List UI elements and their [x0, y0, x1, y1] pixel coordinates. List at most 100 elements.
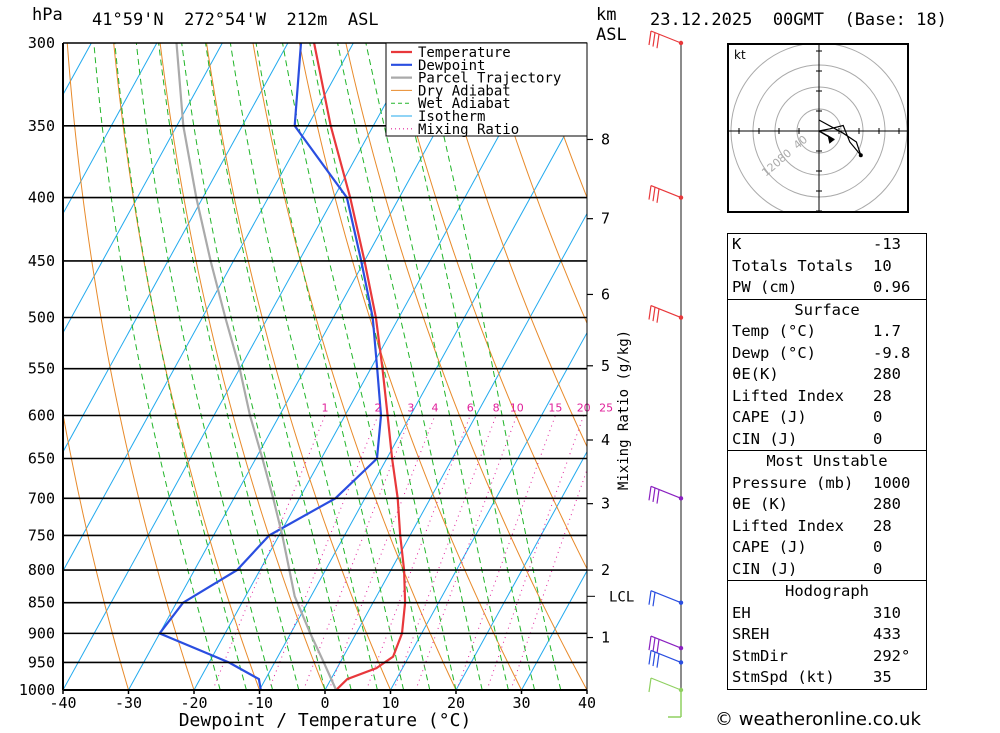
wind-barb-feather: [656, 188, 660, 203]
pressure-tick-label: 500: [28, 309, 55, 327]
basic-indices-section: K -13 Totals Totals 10 PW (cm) 0.96: [728, 234, 926, 299]
wind-barb: [648, 185, 682, 203]
wind-profile: [648, 30, 684, 718]
km-tick-label: 2: [601, 561, 610, 579]
mixing-ratio-axis-label: Mixing Ratio (g/kg): [616, 330, 632, 490]
mixing-ratio-tick-label: 20: [577, 401, 591, 414]
wind-barb: [648, 30, 682, 49]
isotherm-line: [455, 450, 587, 690]
wet-adiabat-line: [422, 43, 562, 690]
wind-barb-shaft: [650, 590, 682, 604]
index-value: 280: [873, 495, 901, 513]
pressure-tick-label: 1000: [19, 681, 55, 699]
asl-unit-label: ASL: [596, 25, 627, 45]
mixing-ratio-tick-label: 4: [431, 401, 438, 414]
pressure-tick-label: 350: [28, 117, 55, 135]
mixing-ratio-tick-label: 10: [510, 401, 524, 414]
index-label: EH: [732, 603, 751, 622]
mixing-ratio-tick-label: 3: [407, 401, 414, 414]
km-tick-label: 5: [601, 357, 610, 375]
x-tick-label: -10: [246, 694, 273, 712]
wind-barb-feather: [648, 305, 652, 320]
km-tick-label: 4: [601, 431, 610, 449]
mixing-ratio-tick-label: 15: [548, 401, 562, 414]
wind-barb-feather: [656, 639, 660, 654]
wet-adiabat-line: [309, 43, 457, 690]
wet-adiabat-line: [282, 43, 431, 690]
hodograph-unit-label: kt: [734, 48, 746, 62]
index-row: Dewp (°C) -9.8: [728, 343, 926, 365]
pressure-tick-label: 400: [28, 189, 55, 207]
x-axis-title: Dewpoint / Temperature (°C): [179, 710, 472, 731]
wind-barb-shaft: [650, 485, 682, 499]
wet-adiabat-line: [158, 43, 300, 690]
legend-box: [385, 42, 588, 137]
pressure-tick-label: 850: [28, 594, 55, 612]
index-label: θE(K): [732, 365, 779, 383]
wind-barb-shaft: [650, 185, 682, 199]
wind-barb-feather: [652, 487, 656, 503]
isotherm-line: [63, 43, 354, 572]
mixing-ratio-line: [486, 415, 585, 690]
wet-adiabat-line: [93, 43, 221, 690]
indices-table: K -13 Totals Totals 10 PW (cm) 0.96 Surface T…: [727, 233, 927, 690]
index-row: PW (cm) 0.96: [728, 277, 926, 299]
index-label: Totals Totals: [732, 256, 854, 275]
index-label: CAPE (J): [732, 408, 807, 426]
legend-entry: Dry Adiabat: [418, 83, 511, 99]
index-row: StmDir 292°: [728, 646, 926, 668]
index-label: StmDir: [732, 646, 788, 665]
dry-adiabat-line: [438, 43, 587, 448]
dry-adiabat-line: [484, 43, 587, 325]
index-value: 310: [873, 603, 901, 622]
hodograph-trace: [818, 119, 862, 156]
dry-adiabat-line: [298, 43, 522, 690]
isotherm-line: [128, 43, 485, 690]
index-value: 28: [873, 386, 892, 405]
index-label: K: [732, 235, 742, 253]
hodograph-stats-section: Hodograph EH 310 SREH 433 StmDir 292° StmSpd (…: [728, 580, 926, 689]
mixing-ratio-line: [456, 415, 556, 690]
index-row: CIN (J) 0: [728, 559, 926, 581]
index-label: Lifted Index: [732, 516, 844, 535]
wet-adiabat-line: [205, 43, 352, 690]
wind-barb: [648, 677, 682, 693]
pressure-tick-label: 800: [28, 561, 55, 579]
storm-motion-arrowhead: [827, 134, 835, 144]
wind-barb-feather: [652, 592, 656, 607]
lcl-label: LCL: [609, 589, 634, 605]
wet-adiabat-line: [229, 43, 378, 690]
index-label: Dewp (°C): [732, 343, 816, 362]
credit-text[interactable]: © weatheronline.co.uk: [715, 709, 921, 730]
pressure-tick-label: 700: [28, 489, 55, 507]
index-label: PW (cm): [732, 278, 798, 296]
index-row: Lifted Index 28: [728, 516, 926, 538]
index-label: SREH: [732, 625, 770, 643]
pressure-tick-label: 650: [28, 450, 55, 468]
wind-barb-feather: [648, 590, 652, 605]
index-row: CIN (J) 0: [728, 429, 926, 451]
mixing-ratio-tick-label: 2: [375, 401, 382, 414]
wind-barb-shaft: [650, 304, 682, 319]
isotherm-line: [324, 212, 587, 690]
index-value: -13: [873, 235, 901, 253]
wet-adiabat-line: [135, 43, 274, 690]
wind-barb-feather: [656, 489, 660, 504]
index-value: 0: [873, 538, 883, 556]
mixing-ratio-line: [510, 468, 587, 690]
index-row: Totals Totals 10: [728, 256, 926, 278]
legend-entry: Dewpoint: [418, 58, 485, 74]
wind-barb-feather: [652, 187, 656, 202]
km-tick-label: 1: [601, 629, 610, 647]
wind-barb-shaft: [650, 635, 682, 649]
wind-barb-feather: [656, 34, 660, 49]
km-tick-label: 3: [601, 495, 610, 513]
index-row: K -13: [728, 234, 926, 256]
wind-barb-feather: [648, 677, 652, 693]
index-value: 10: [873, 256, 892, 275]
index-label: CAPE (J): [732, 538, 807, 556]
x-tick-label: -30: [115, 694, 142, 712]
pressure-tick-label: 900: [28, 624, 55, 642]
